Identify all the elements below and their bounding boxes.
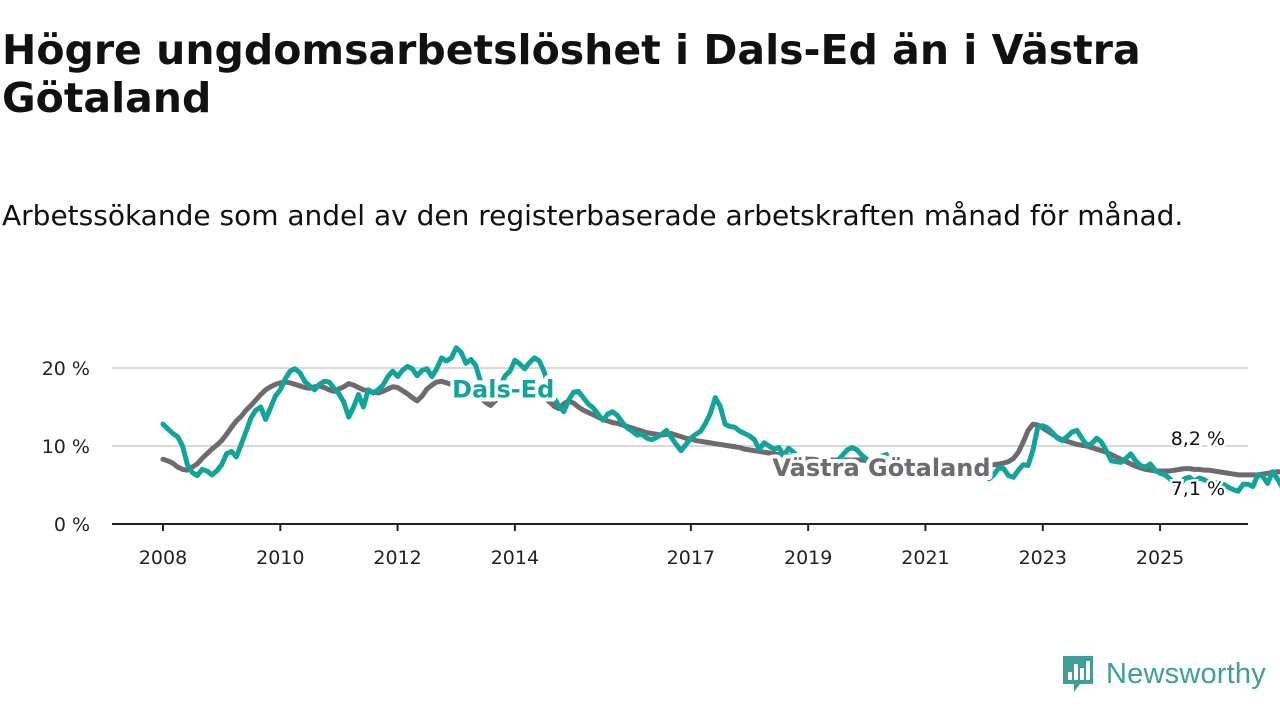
labels: Dals-Ed Västra Götaland 8,2 % 7,1 % bbox=[448, 371, 1227, 502]
x-axis: 2008 2010 2012 2014 2017 2019 2021 2023 2025 bbox=[112, 523, 1248, 569]
x-tick-label: 2025 bbox=[1136, 547, 1184, 569]
series-line-dals-ed bbox=[160, 345, 1280, 494]
line-chart: 0 % 10 % 20 % 2008 2010 2012 2014 2017 2019 2021… bbox=[42, 345, 1280, 569]
x-tick-label: 2014 bbox=[491, 547, 539, 569]
series-label-dals-ed: Dals-Ed bbox=[452, 375, 554, 403]
y-axis: 0 % 10 % 20 % bbox=[42, 358, 90, 536]
brand-name: Newsworthy bbox=[1106, 657, 1266, 690]
chart-title: Högre ungdomsarbetslöshet i Dals-Ed än i… bbox=[2, 26, 1141, 122]
y-tick-label: 20 % bbox=[42, 358, 90, 380]
series-label-vastra-gotaland: Västra Götaland bbox=[772, 454, 990, 482]
brand-logo: Newsworthy bbox=[1060, 652, 1266, 696]
x-tick-label: 2008 bbox=[139, 547, 187, 569]
y-tick-label: 10 % bbox=[42, 436, 90, 458]
x-tick-label: 2021 bbox=[901, 547, 949, 569]
x-tick-label: 2023 bbox=[1019, 547, 1067, 569]
series-layer bbox=[160, 345, 1280, 494]
y-tick-label: 0 % bbox=[54, 514, 90, 536]
x-tick-label: 2012 bbox=[373, 547, 421, 569]
x-tick-label: 2017 bbox=[667, 547, 715, 569]
chart-subtitle: Arbetssökande som andel av den registerb… bbox=[2, 199, 1184, 232]
x-tick-label: 2010 bbox=[256, 547, 304, 569]
end-label-vastra-gotaland: 7,1 % bbox=[1171, 478, 1225, 500]
x-tick-label: 2019 bbox=[784, 547, 832, 569]
bar-chart-icon bbox=[1063, 656, 1093, 692]
end-label-dals-ed: 8,2 % bbox=[1171, 428, 1225, 450]
